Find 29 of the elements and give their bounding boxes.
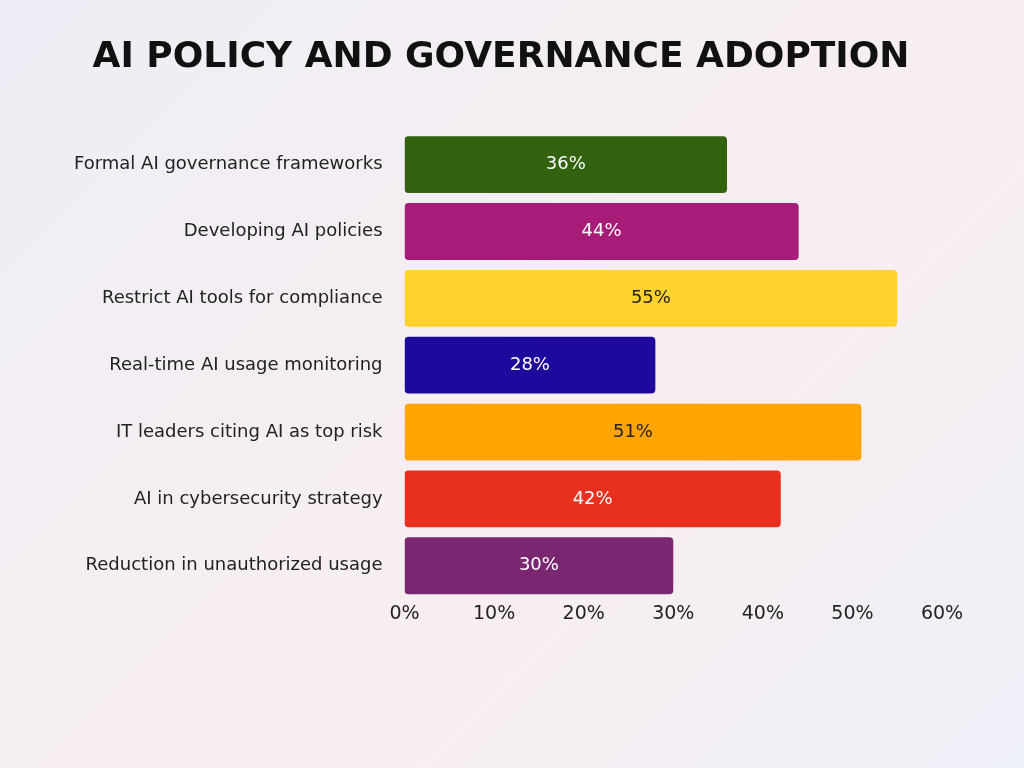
y-tick-label: Developing AI policies: [183, 219, 383, 241]
bar: [404, 203, 799, 260]
data-label: 30%: [518, 553, 559, 575]
data-label: 28%: [509, 352, 550, 374]
bar: [404, 336, 656, 394]
y-tick-label: IT leaders citing AI as top risk: [115, 419, 384, 441]
data-label: 51%: [612, 419, 653, 441]
y-tick-label: Formal AI governance frameworks: [73, 152, 383, 174]
x-tick-label: 10%: [473, 600, 516, 623]
x-tick-label: 0%: [389, 600, 420, 623]
y-tick-label: Real-time AI usage monitoring: [109, 352, 383, 374]
data-label: 44%: [581, 219, 622, 241]
y-tick-label: Restrict AI tools for compliance: [101, 286, 383, 308]
y-tick-label: Reduction in unauthorized usage: [85, 553, 383, 575]
y-tick-label: AI in cybersecurity strategy: [133, 486, 383, 508]
bar: [404, 269, 898, 327]
data-label: 42%: [572, 486, 613, 508]
x-tick-label: 40%: [741, 600, 784, 623]
bar: [404, 136, 728, 194]
bar: [404, 537, 674, 595]
bar: [404, 470, 781, 528]
chart-title: AI POLICY AND GOVERNANCE ADOPTION: [92, 33, 910, 75]
x-tick-label: 20%: [562, 600, 605, 623]
x-tick-label: 30%: [652, 600, 695, 623]
x-tick-label: 50%: [831, 600, 874, 623]
x-tick-label: 60%: [920, 600, 964, 623]
data-label: 36%: [545, 152, 586, 174]
data-label: 55%: [630, 286, 671, 308]
bar: [404, 403, 862, 461]
